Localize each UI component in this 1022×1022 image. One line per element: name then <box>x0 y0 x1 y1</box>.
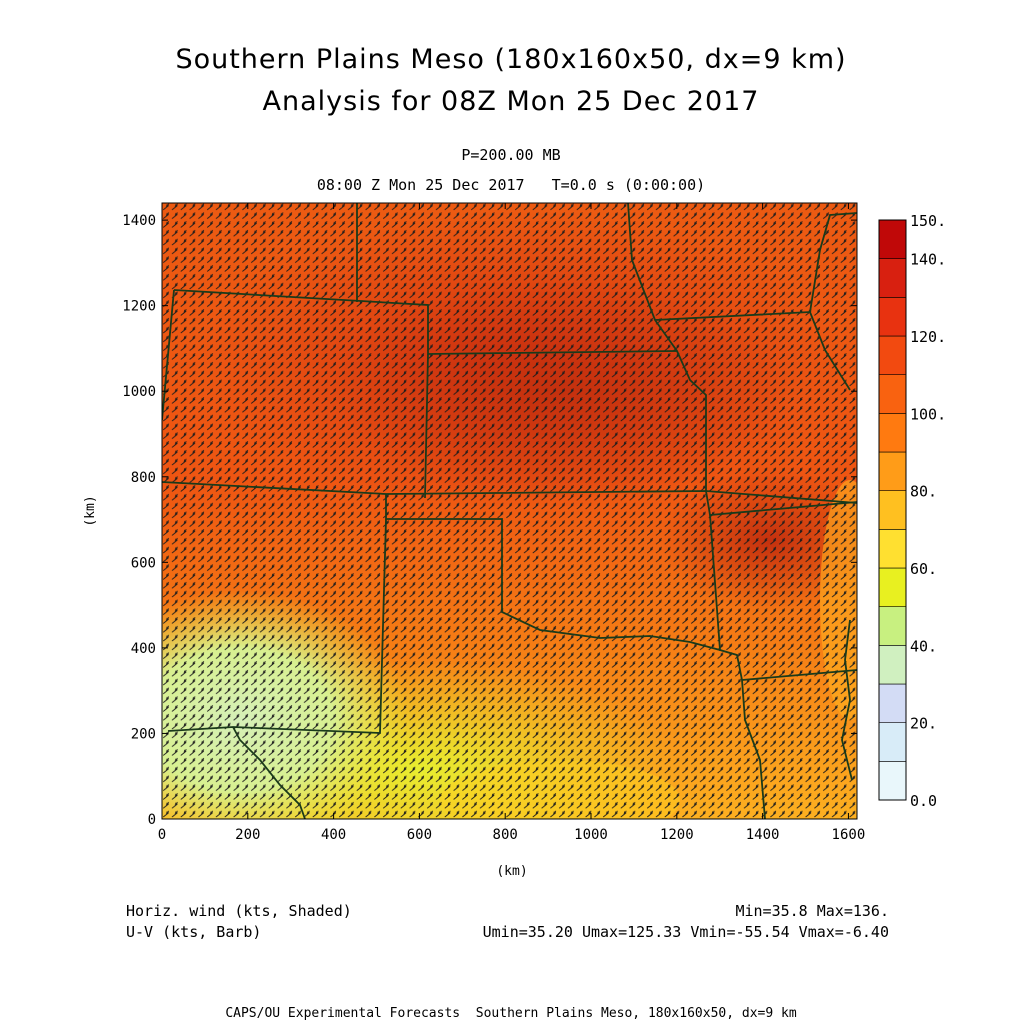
colorbar-swatch <box>878 335 907 375</box>
x-tick-label: 0 <box>158 827 166 843</box>
colorbar-swatch <box>878 258 907 298</box>
colorbar-swatch <box>878 606 907 646</box>
x-tick-label: 1200 <box>660 827 694 843</box>
footer-right-line-2: Umin=35.20 Umax=125.33 Vmin=-55.54 Vmax=… <box>482 923 889 941</box>
plot-frame <box>161 202 858 820</box>
footer-left-line-1: Horiz. wind (kts, Shaded) <box>126 902 352 920</box>
x-tick-label: 1600 <box>832 827 866 843</box>
x-tick-label: 1400 <box>746 827 780 843</box>
colorbar-label: 100. <box>910 405 946 423</box>
y-axis-label: (km) <box>83 495 98 526</box>
x-tick-label: 600 <box>407 827 432 843</box>
colorbar-label: 0.0 <box>910 792 937 810</box>
colorbar-label: 60. <box>910 560 937 578</box>
colorbar-label: 150. <box>910 212 946 230</box>
title-line-2: Analysis for 08Z Mon 25 Dec 2017 <box>262 86 760 117</box>
y-tick-label: 400 <box>131 641 156 657</box>
colorbar-label: 140. <box>910 251 946 269</box>
colorbar-swatch <box>878 761 907 801</box>
colorbar-swatch <box>878 297 907 337</box>
title-line-1: Southern Plains Meso (180x160x50, dx=9 k… <box>175 44 847 75</box>
y-tick-label: 600 <box>131 555 156 571</box>
y-tick-label: 1000 <box>122 384 156 400</box>
x-tick-label: 400 <box>321 827 346 843</box>
x-tick-label: 200 <box>235 827 260 843</box>
credit-line: CAPS/OU Experimental Forecasts Southern … <box>225 1006 797 1021</box>
colorbar-swatch <box>878 683 907 723</box>
footer-right-line-1: Min=35.8 Max=136. <box>735 902 889 920</box>
state-boundaries <box>162 203 857 819</box>
colorbar-label: 20. <box>910 715 937 733</box>
colorbar-swatch <box>878 567 907 607</box>
y-tick-label: 800 <box>131 470 156 486</box>
axis-ticks: 0 200 400 600 800 1000 1200 1400 1600 0 200 400 600 8… <box>122 203 865 843</box>
colorbar-swatch <box>878 529 907 569</box>
colorbar-swatch <box>878 645 907 685</box>
colorbar-swatch <box>878 451 907 491</box>
colorbar-swatch <box>878 490 907 530</box>
colorbar-label: 80. <box>910 483 937 501</box>
x-tick-label: 800 <box>493 827 518 843</box>
x-axis-label: (km) <box>496 864 527 879</box>
colorbar-swatch <box>878 722 907 762</box>
footer-left-line-2: U-V (kts, Barb) <box>126 923 262 941</box>
colorbar-label: 40. <box>910 637 937 655</box>
y-tick-label: 200 <box>131 726 156 742</box>
y-tick-label: 1200 <box>122 299 156 315</box>
level-label: P=200.00 MB <box>461 146 561 164</box>
time-label: 08:00 Z Mon 25 Dec 2017 T=0.0 s (0:00:00… <box>316 176 706 194</box>
colorbar-swatch <box>878 219 907 259</box>
colorbar-swatch <box>878 374 907 414</box>
colorbar: 0.0 20. 40. 60. 80. 100. 120. 140. 150. <box>878 212 946 810</box>
y-tick-label: 1400 <box>122 213 156 229</box>
colorbar-swatch <box>878 413 907 453</box>
x-tick-label: 1000 <box>574 827 608 843</box>
y-tick-label: 0 <box>148 812 156 828</box>
colorbar-label: 120. <box>910 328 946 346</box>
